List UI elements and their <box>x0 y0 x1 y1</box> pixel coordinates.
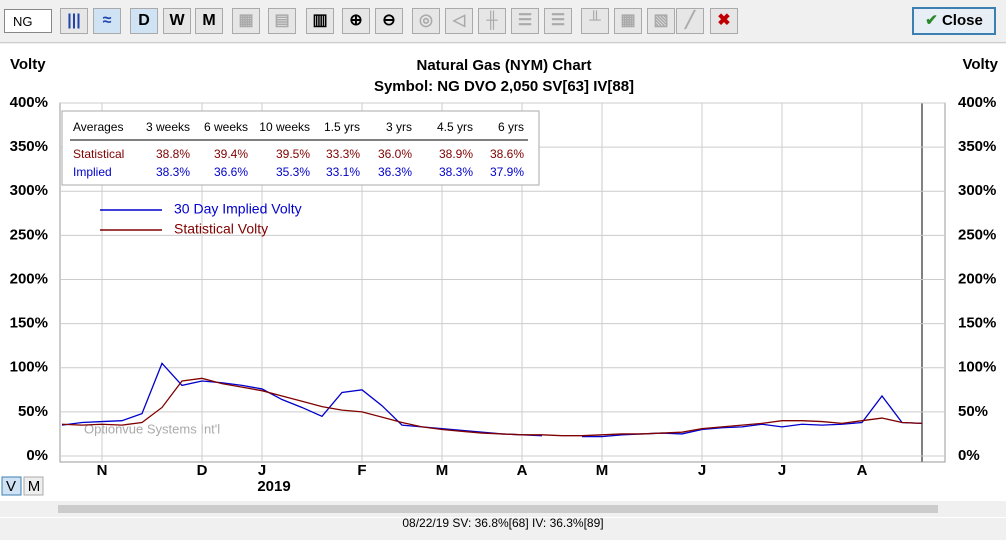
y-tick-label: 0% <box>958 447 980 464</box>
table-cell: Statistical <box>73 147 124 161</box>
x-tick-label: J <box>698 462 706 479</box>
series-line <box>61 377 923 437</box>
period-button[interactable]: D <box>130 8 158 34</box>
table-header: 3 yrs <box>386 120 412 134</box>
tool-button[interactable]: ▥ <box>306 8 334 34</box>
table-cell: 38.3% <box>439 165 473 179</box>
table-cell: 36.3% <box>378 165 412 179</box>
x-tick-label: N <box>97 462 108 479</box>
table-cell: 38.3% <box>156 165 190 179</box>
chart: Natural Gas (NYM) Chart Symbol: NG DVO 2… <box>0 44 1006 518</box>
chart-subtitle: Symbol: NG DVO 2,050 SV[63] IV[88] <box>374 78 634 95</box>
tool-button[interactable]: ▤ <box>268 8 296 34</box>
scale-label: M <box>28 478 41 495</box>
delete-button[interactable]: ✖ <box>710 8 738 34</box>
table-header: 6 weeks <box>204 120 248 134</box>
symbol-input[interactable]: NG <box>4 9 52 33</box>
y-tick-label: 300% <box>10 182 48 199</box>
table-cell: 39.4% <box>214 147 248 161</box>
x-tick-label: F <box>357 462 366 479</box>
legend-label: 30 Day Implied Volty <box>174 201 302 217</box>
tool-button[interactable]: ▦ <box>614 8 642 34</box>
tool-button[interactable]: ☰ <box>511 8 539 34</box>
period-button[interactable]: M <box>195 8 223 34</box>
tool-button[interactable]: ╨ <box>581 8 609 34</box>
y-tick-label: 50% <box>958 403 988 420</box>
tool-button[interactable]: ◎ <box>412 8 440 34</box>
y-tick-label: 100% <box>958 359 996 376</box>
table-cell: 36.0% <box>378 147 412 161</box>
y-tick-label: 200% <box>10 270 48 287</box>
scale-button[interactable] <box>23 476 44 496</box>
y-tick-label: 250% <box>10 226 48 243</box>
scale-label: V <box>6 478 16 495</box>
tool-button[interactable]: ▧ <box>647 8 675 34</box>
x-tick-label: D <box>197 462 208 479</box>
table-header: 6 yrs <box>498 120 524 134</box>
y-tick-label: 250% <box>958 226 996 243</box>
y-tick-label: 400% <box>10 94 48 111</box>
x-tick-label: J <box>778 462 786 479</box>
y-axis-label: Volty <box>10 56 46 73</box>
legend-label: Statistical Volty <box>174 221 268 237</box>
x-tick-label: J <box>258 462 266 479</box>
line-chart-button[interactable]: ≈ <box>93 8 121 34</box>
zoom-in-button[interactable]: ⊕ <box>342 8 370 34</box>
table-cell: 38.6% <box>490 147 524 161</box>
y-axis-label: Volty <box>962 56 998 73</box>
bar-chart-button[interactable]: ||| <box>60 8 88 34</box>
chart-title: Natural Gas (NYM) Chart <box>416 57 591 74</box>
close-button[interactable]: ✔ Close <box>912 7 996 35</box>
y-tick-label: 400% <box>958 94 996 111</box>
table-cell: 36.6% <box>214 165 248 179</box>
table-cell: 35.3% <box>276 165 310 179</box>
x-tick-label: A <box>517 462 528 479</box>
table-cell: 39.5% <box>276 147 310 161</box>
period-button[interactable]: W <box>163 8 191 34</box>
tool-button[interactable]: ╫ <box>478 8 506 34</box>
table-box <box>61 110 540 186</box>
y-tick-label: 100% <box>10 359 48 376</box>
tool-button[interactable]: ▦ <box>232 8 260 34</box>
x-year-label: 2019 <box>257 478 290 495</box>
status-bar: 08/22/19 SV: 36.8%[68] IV: 36.3%[89] <box>402 516 604 530</box>
table-cell: Implied <box>73 165 112 179</box>
y-tick-label: 350% <box>10 138 48 155</box>
table-cell: 37.9% <box>490 165 524 179</box>
y-tick-label: 150% <box>10 315 48 332</box>
y-tick-label: 350% <box>958 138 996 155</box>
table-cell: 33.1% <box>326 165 360 179</box>
toolbar: NG ||| ≈ D W M ▦ ▤ ▥ ⊕ ⊖ ◎ ◁ ╫ ☰ ☰ ╨ ▦ ▧… <box>0 0 1006 43</box>
tool-button[interactable]: ☰ <box>544 8 572 34</box>
y-tick-label: 300% <box>958 182 996 199</box>
tool-button[interactable]: ◁ <box>445 8 473 34</box>
zoom-out-button[interactable]: ⊖ <box>375 8 403 34</box>
y-tick-label: 200% <box>958 270 996 287</box>
table-cell: 33.3% <box>326 147 360 161</box>
x-tick-label: M <box>596 462 609 479</box>
y-tick-label: 0% <box>26 447 48 464</box>
y-tick-label: 150% <box>958 315 996 332</box>
scroll-thumb[interactable] <box>58 505 938 513</box>
y-tick-label: 50% <box>18 403 48 420</box>
tool-button[interactable]: ╱ <box>676 8 704 34</box>
close-label: Close <box>941 12 983 29</box>
averages-table: Averages 3 weeks 6 weeks 10 weeks 1.5 yrs 3 y… <box>61 110 540 186</box>
table-header: 1.5 yrs <box>324 120 360 134</box>
scale-button[interactable] <box>1 476 22 496</box>
table-cell: 38.9% <box>439 147 473 161</box>
x-tick-label: M <box>436 462 449 479</box>
table-header: 3 weeks <box>146 120 190 134</box>
table-header: 10 weeks <box>259 120 310 134</box>
table-header: 4.5 yrs <box>437 120 473 134</box>
table-cell: 38.8% <box>156 147 190 161</box>
table-header: Averages <box>73 120 123 134</box>
x-tick-label: A <box>857 462 868 479</box>
